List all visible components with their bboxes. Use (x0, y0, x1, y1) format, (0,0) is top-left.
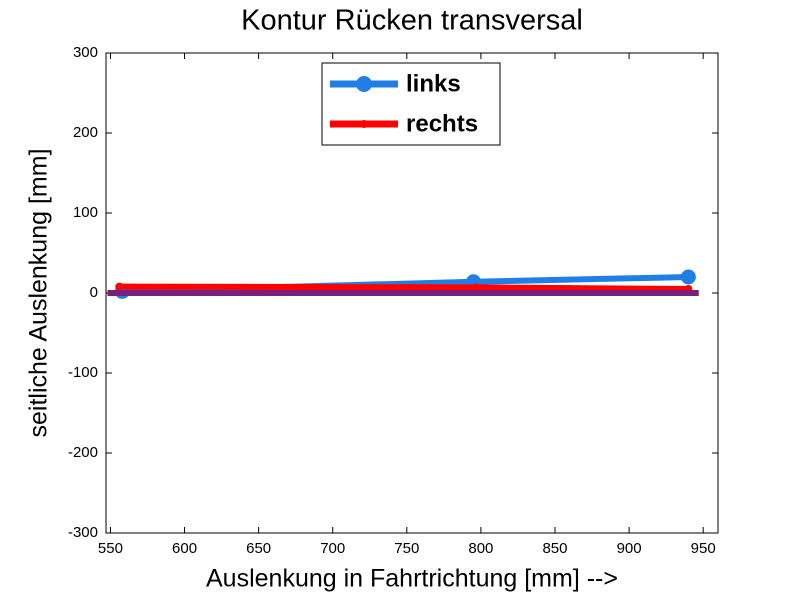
legend-marker (356, 76, 372, 92)
marker (472, 283, 481, 292)
marker (680, 269, 696, 285)
x-tick-label: 550 (98, 540, 123, 557)
legend (321, 62, 501, 146)
series-line (119, 283, 689, 292)
legend-label: rechts (406, 110, 478, 137)
x-tick-label: 750 (394, 540, 419, 557)
x-tick-label: 900 (617, 540, 642, 557)
y-tick-label: -200 (68, 444, 98, 461)
y-axis-label: seitliche Auslenkung [mm] (25, 148, 53, 437)
y-tick-label: 300 (73, 44, 98, 61)
y-tick-label: 100 (73, 204, 98, 221)
x-tick-label: 600 (172, 540, 197, 557)
marker (115, 282, 124, 291)
x-axis-label: Auslenkung in Fahrtrichtung [mm] --> (206, 565, 618, 593)
y-tick-label: -300 (68, 524, 98, 541)
chart-title: Kontur Rücken transversal (241, 5, 583, 37)
legend-label: links (406, 70, 461, 97)
y-tick-label: 200 (73, 124, 98, 141)
x-tick-label: 950 (691, 540, 716, 557)
y-tick-label: 0 (90, 284, 98, 301)
x-tick-label: 650 (246, 540, 271, 557)
legend-marker (360, 120, 368, 128)
x-tick-label: 850 (542, 540, 567, 557)
x-tick-label: 800 (468, 540, 493, 557)
y-tick-label: -100 (68, 364, 98, 381)
x-tick-label: 700 (320, 540, 345, 557)
